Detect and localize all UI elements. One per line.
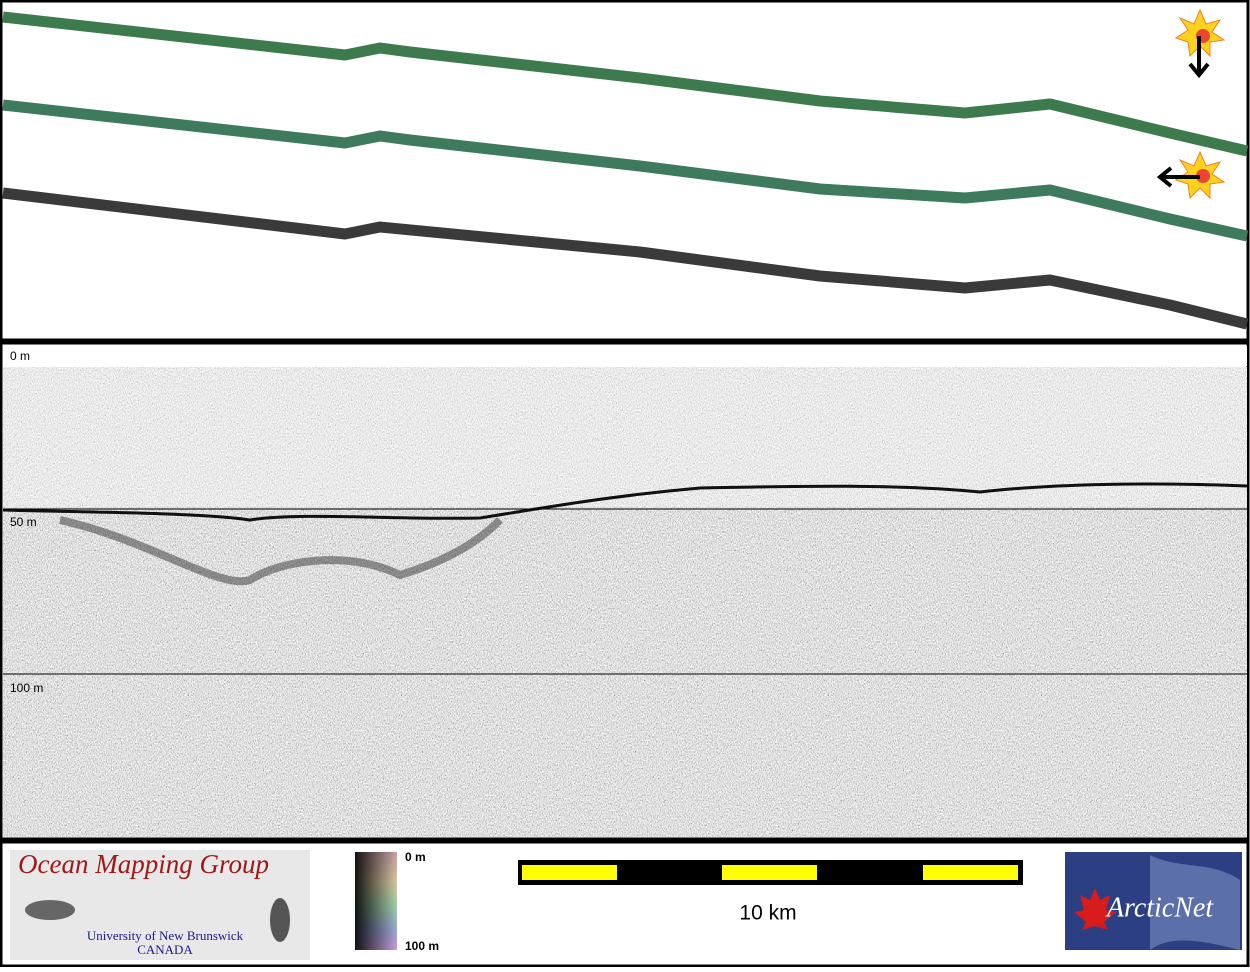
scale-segment [923, 865, 1018, 880]
swath [2, 99, 1249, 242]
depth-label: 100 m [10, 681, 43, 695]
logo-shape [25, 900, 75, 920]
logo-text: CANADA [137, 942, 193, 957]
maple-leaf [1074, 888, 1116, 930]
scale-segment [522, 865, 617, 880]
label-strip [3, 346, 1247, 366]
colorbar-shade [355, 852, 397, 950]
seabed [2, 482, 1248, 522]
sun-marker [1156, 150, 1226, 200]
swath [2, 187, 1249, 330]
map-panel [0, 0, 1250, 342]
sediment [59, 516, 503, 586]
partner-logo-text: ArcticNet [1105, 892, 1214, 923]
depth-label: 0 m [10, 349, 30, 363]
sun-marker [1174, 8, 1226, 79]
logo-shape [1150, 855, 1240, 950]
water-column [3, 367, 1247, 507]
depth-label: 50 m [10, 515, 37, 529]
swath [2, 11, 1249, 157]
logo-shape [270, 898, 290, 942]
logo-title: Ocean Mapping Group [18, 849, 269, 879]
colorbar-label: 0 m [405, 850, 426, 864]
scale-label: 10 km [739, 902, 796, 925]
scale-segment [722, 865, 817, 880]
colorbar-label: 100 m [405, 939, 439, 953]
logo-text: University of New Brunswick [87, 928, 244, 943]
swaths [2, 11, 1249, 330]
seismic-noise [3, 367, 1247, 837]
